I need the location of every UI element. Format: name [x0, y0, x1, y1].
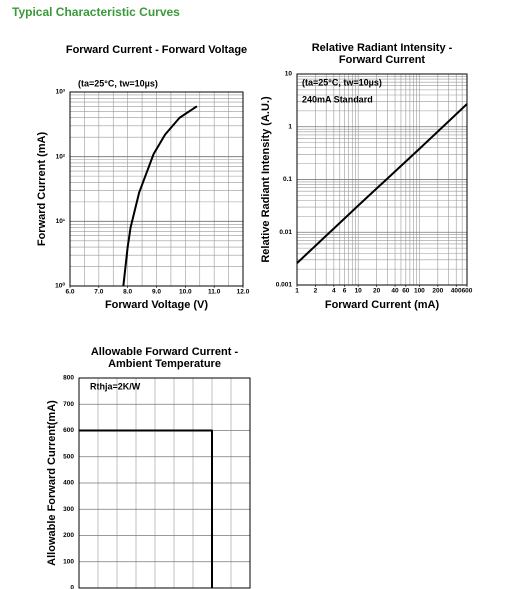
plot-frame	[69, 91, 244, 287]
y-tick-label: 400	[63, 480, 74, 487]
y-tick-label: 200	[63, 532, 74, 539]
x-tick-label: 10.0	[179, 289, 192, 296]
page-header: Typical Characteristic Curves	[12, 5, 180, 19]
x-tick-label: 4	[332, 288, 336, 295]
x-tick-label: 8.0	[123, 289, 132, 296]
x-tick-label: 6.0	[65, 289, 74, 296]
chart-title: Forward Current	[339, 54, 426, 66]
x-tick-label: 60	[402, 288, 410, 295]
y-tick-label: 700	[63, 401, 74, 408]
y-tick-label: 500	[63, 453, 74, 460]
x-tick-label: 11.0	[208, 289, 221, 296]
y-tick-label: 10²	[56, 153, 66, 160]
x-tick-label: 600	[462, 288, 473, 295]
x-tick-label: 200	[432, 288, 443, 295]
y-tick-label: 10	[285, 71, 293, 78]
x-axis-label: Forward Current (mA)	[325, 299, 440, 311]
y-tick-label: 0.001	[276, 282, 293, 289]
chart-title: Forward Current - Forward Voltage	[66, 44, 247, 56]
x-tick-label: 10	[355, 288, 363, 295]
plot-frame	[78, 377, 251, 589]
y-axis-label: Allowable Forward Current(mA)	[46, 400, 58, 566]
x-axis-label: Forward Voltage (V)	[105, 299, 208, 311]
x-tick-label: 40	[391, 288, 399, 295]
chart-title: Ambient Temperature	[108, 358, 221, 370]
annotation: (ta=25°C, tw=10µs)	[78, 78, 158, 88]
annotation: Rthja=2K/W	[90, 381, 141, 391]
chart-title: Relative Radiant Intensity -	[312, 42, 453, 54]
y-tick-label: 600	[63, 427, 74, 434]
y-tick-label: 10¹	[56, 218, 65, 225]
y-tick-label: 10³	[56, 89, 66, 96]
plot-frame	[296, 73, 468, 286]
x-tick-label: 1	[295, 288, 299, 295]
y-tick-label: 10⁰	[55, 282, 65, 290]
y-tick-label: 800	[63, 375, 74, 382]
annotation: (ta=25°C, tw=10µs)	[302, 77, 382, 87]
y-tick-label: 1	[288, 123, 292, 130]
x-tick-label: 6	[343, 288, 347, 295]
y-tick-label: 0	[70, 585, 74, 589]
data-line	[79, 429, 213, 588]
y-tick-label: 0.01	[279, 229, 292, 236]
x-tick-label: 12.0	[237, 289, 250, 296]
x-tick-label: 100	[414, 288, 425, 295]
y-axis-label: Relative Radiant Intensity (A.U.)	[260, 96, 272, 263]
data-line	[296, 103, 468, 264]
y-tick-label: 0.1	[283, 176, 292, 183]
y-tick-label: 300	[63, 506, 74, 513]
x-tick-label: 2	[314, 288, 318, 295]
x-tick-label: 400	[451, 288, 462, 295]
y-axis-label: Forward Current (mA)	[36, 132, 48, 247]
chart-title: Allowable Forward Current -	[91, 346, 239, 358]
x-tick-label: 7.0	[94, 289, 103, 296]
annotation: 240mA Standard	[302, 94, 373, 104]
y-tick-label: 100	[63, 558, 74, 565]
data-line	[122, 105, 198, 287]
x-tick-label: 20	[373, 288, 381, 295]
x-tick-label: 9.0	[152, 289, 161, 296]
